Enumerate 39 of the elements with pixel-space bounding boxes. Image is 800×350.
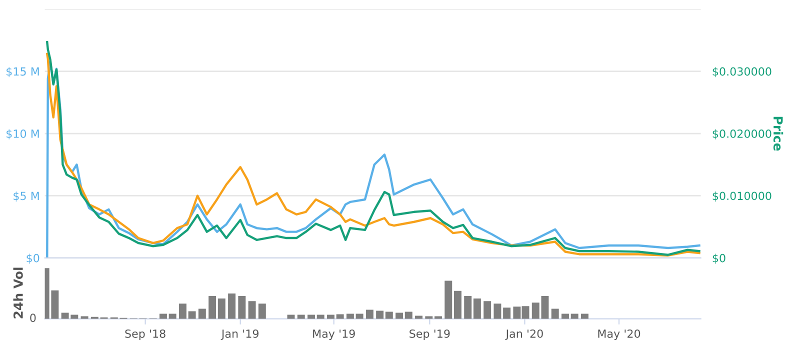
bar <box>404 312 412 319</box>
bar <box>258 304 266 319</box>
bar <box>444 280 452 319</box>
y-tick-label: $15 M <box>6 67 39 78</box>
bar <box>248 301 256 319</box>
x-tick-label: May '19 <box>313 329 355 340</box>
bar <box>551 308 559 319</box>
bar <box>376 310 384 319</box>
bar <box>503 308 511 319</box>
bar <box>208 296 216 319</box>
y-tick-label: $0 <box>26 254 40 264</box>
bar <box>178 304 186 319</box>
x-tick-label: Jan '19 <box>220 329 258 340</box>
bar <box>473 298 481 319</box>
bar <box>454 290 462 319</box>
y2-tick-label: $0.010000 <box>712 192 772 202</box>
bar <box>396 312 404 319</box>
bar <box>494 304 502 319</box>
bar <box>238 296 246 319</box>
bar <box>198 308 206 319</box>
y-axis-title: 24h Vol <box>13 268 23 318</box>
y2-tick-label: $0 <box>712 254 726 264</box>
x-tick-label: Jan '20 <box>505 329 543 340</box>
x-tick-label: Sep '19 <box>410 329 450 340</box>
bar <box>484 301 492 319</box>
y2-axis-title: Price <box>773 116 784 151</box>
x-tick-label: May '20 <box>598 329 640 340</box>
y2-tick-label: $0.030000 <box>712 67 772 78</box>
y-tick-label: $10 M <box>6 129 39 140</box>
bar <box>366 310 374 319</box>
text: 0 <box>30 314 36 322</box>
bar <box>464 296 472 319</box>
bar <box>385 312 393 319</box>
bar <box>228 293 236 319</box>
y-tick-label: $5 M <box>14 192 39 202</box>
bar <box>188 311 196 319</box>
x-tick-label: Sep '18 <box>125 329 166 340</box>
bar <box>218 298 226 319</box>
y2-tick-label: $0.020000 <box>712 129 772 140</box>
